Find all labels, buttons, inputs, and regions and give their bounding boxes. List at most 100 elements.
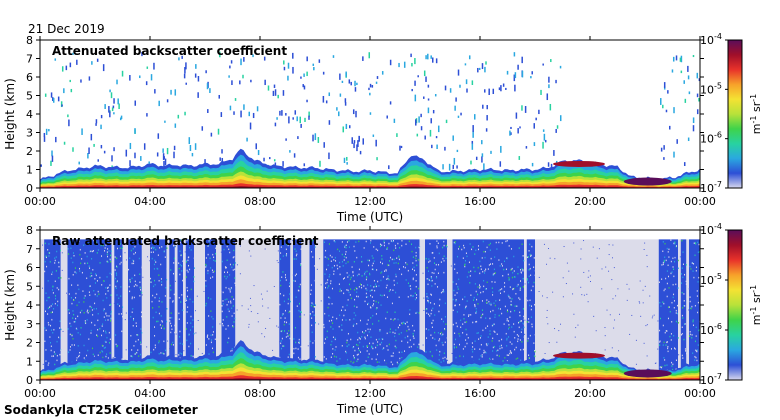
- noise-speckle: [398, 258, 400, 261]
- signal-streak: [55, 136, 57, 143]
- noise-speckle: [130, 334, 132, 337]
- noise-speck: [592, 246, 594, 248]
- noise-speckle: [347, 261, 349, 263]
- noise-speckle: [498, 241, 500, 244]
- noise-speckle: [78, 267, 80, 270]
- noise-speckle: [365, 292, 367, 295]
- noise-speckle: [348, 274, 350, 277]
- y-tick-label: 2: [26, 145, 33, 158]
- noise-speckle: [454, 263, 456, 266]
- noise-speckle: [211, 316, 213, 318]
- noise-speckle: [54, 280, 56, 283]
- noise-speckle: [508, 336, 510, 338]
- signal-streak: [283, 60, 285, 65]
- noise-speckle: [314, 246, 316, 248]
- noise-speckle: [357, 331, 359, 334]
- noise-speck: [292, 274, 294, 276]
- noise-speckle: [522, 269, 524, 272]
- noise-speckle: [129, 280, 131, 282]
- signal-streak: [540, 89, 542, 95]
- noise-speckle: [522, 255, 524, 257]
- noise-speckle: [73, 313, 75, 316]
- noise-speckle: [209, 240, 211, 243]
- noise-speck: [538, 276, 540, 278]
- noise-speckle: [78, 354, 80, 357]
- noise-speckle: [477, 266, 479, 269]
- noise-speckle: [150, 281, 152, 284]
- noise-speckle: [681, 314, 683, 317]
- noise-speckle: [339, 273, 341, 276]
- noise-speckle: [157, 254, 159, 256]
- noise-speckle: [485, 317, 487, 319]
- noise-speckle: [151, 257, 153, 260]
- noise-speckle: [405, 243, 407, 245]
- noise-speckle: [455, 356, 457, 359]
- noise-speckle: [311, 324, 313, 327]
- noise-speckle: [512, 288, 514, 290]
- noise-speckle: [225, 328, 227, 330]
- signal-streak: [300, 123, 302, 128]
- noise-speckle: [388, 343, 390, 346]
- noise-speckle: [158, 341, 160, 344]
- instrument-label: Sodankyla CT25K ceilometer: [4, 403, 198, 417]
- noise-speckle: [355, 286, 357, 289]
- noise-speckle: [668, 256, 670, 258]
- noise-speckle: [97, 354, 99, 356]
- noise-speckle: [477, 286, 479, 288]
- signal-streak: [490, 150, 492, 154]
- noise-speckle: [188, 334, 190, 336]
- signal-streak: [449, 88, 452, 93]
- noise-speckle: [697, 301, 699, 304]
- noise-speckle: [464, 296, 466, 298]
- noise-speckle: [439, 350, 441, 353]
- signal-streak: [559, 115, 562, 122]
- noise-speckle: [232, 305, 234, 307]
- noise-speckle: [299, 311, 301, 313]
- noise-speckle: [399, 357, 401, 360]
- noise-speckle: [380, 304, 382, 306]
- noise-speckle: [492, 273, 494, 276]
- signal-streak: [432, 109, 435, 114]
- noise-speckle: [141, 266, 143, 269]
- noise-speckle: [150, 251, 152, 254]
- noise-speckle: [482, 240, 484, 243]
- noise-speckle: [349, 319, 351, 321]
- noise-speckle: [665, 259, 667, 262]
- noise-speckle: [137, 334, 139, 336]
- noise-speck: [593, 315, 595, 317]
- noise-speck: [269, 317, 271, 319]
- noise-speckle: [507, 310, 509, 313]
- y-tick-label: 6: [26, 71, 33, 84]
- noise-speckle: [105, 313, 107, 315]
- noise-speckle: [453, 289, 455, 292]
- noise-speckle: [367, 296, 369, 298]
- x-tick-label: 08:00: [244, 195, 276, 208]
- noise-speckle: [454, 241, 456, 243]
- noise-speckle: [359, 283, 361, 285]
- noise-speckle: [459, 303, 461, 306]
- noise-speckle: [464, 259, 466, 262]
- colorbar-tick-label: 10-5: [700, 81, 722, 96]
- noise-speckle: [90, 332, 92, 334]
- noise-speck: [565, 283, 567, 285]
- noise-speck: [608, 244, 610, 246]
- noise-speckle: [409, 313, 411, 316]
- noise-speck: [257, 321, 259, 323]
- noise-speckle: [323, 356, 325, 358]
- signal-streak: [429, 129, 432, 137]
- noise-speckle: [417, 259, 419, 261]
- noise-speckle: [116, 265, 118, 268]
- y-tick-label: 0: [26, 182, 33, 195]
- signal-streak: [313, 66, 315, 71]
- signal-streak: [61, 66, 64, 72]
- noise-speckle: [227, 308, 229, 310]
- noise-speckle: [180, 254, 182, 257]
- noise-speckle: [458, 248, 460, 250]
- x-tick-label: 20:00: [574, 195, 606, 208]
- noise-speckle: [408, 240, 410, 243]
- noise-speckle: [519, 289, 521, 291]
- noise-speckle: [494, 304, 496, 307]
- noise-speckle: [667, 350, 669, 353]
- noise-speckle: [366, 345, 368, 347]
- noise-speckle: [96, 280, 98, 282]
